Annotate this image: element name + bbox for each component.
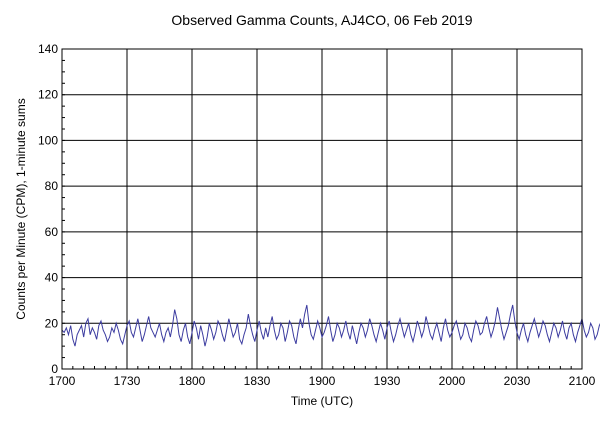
- y-tick-label: 0: [51, 362, 58, 376]
- y-tick-labels: 0 20 40 60 80 100 120 140: [38, 42, 58, 376]
- grid-lines: [61, 48, 583, 370]
- y-tick-label: 60: [45, 225, 59, 239]
- chart-title: Observed Gamma Counts, AJ4CO, 06 Feb 201…: [171, 12, 472, 28]
- x-tick-label: 1930: [374, 374, 401, 388]
- x-tick-label: 1800: [179, 374, 206, 388]
- y-tick-label: 20: [45, 316, 59, 330]
- y-tick-label: 40: [45, 271, 59, 285]
- cpm-series-line: [61, 304, 600, 347]
- x-tick-label: 1730: [114, 374, 141, 388]
- y-axis-label: Counts per Minute (CPM), 1-minute sums: [14, 98, 28, 319]
- x-tick-label: 2000: [439, 374, 466, 388]
- x-tick-label: 1900: [309, 374, 336, 388]
- y-tick-label: 120: [38, 88, 58, 102]
- plot-frame: [61, 48, 583, 370]
- x-tick-label: 1830: [244, 374, 271, 388]
- x-tick-label: 2100: [569, 374, 596, 388]
- x-tick-labels: 1700 1730 1800 1830 1900 1930 2000 2030 2100: [49, 374, 596, 388]
- x-axis-label: Time (UTC): [291, 394, 353, 408]
- x-tick-label: 2030: [504, 374, 531, 388]
- x-tick-label: 1700: [49, 374, 76, 388]
- y-tick-label: 80: [45, 179, 59, 193]
- plot-series: [61, 304, 600, 347]
- y-tick-label: 140: [38, 42, 58, 56]
- y-tick-label: 100: [38, 133, 58, 147]
